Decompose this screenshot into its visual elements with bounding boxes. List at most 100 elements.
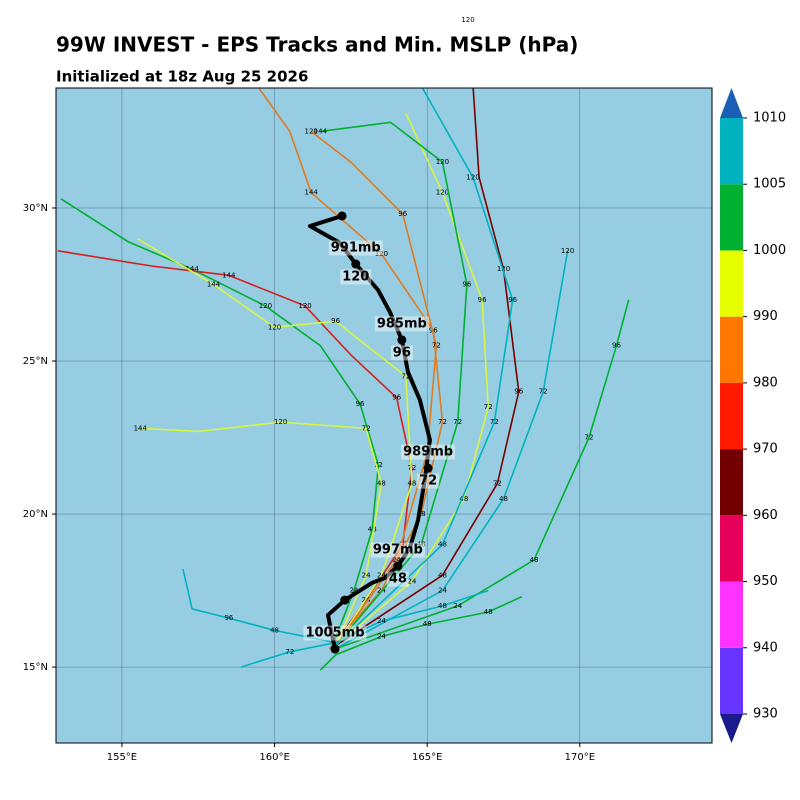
colorbar-extension <box>720 88 743 118</box>
hour-label: 48 <box>398 541 407 549</box>
hour-label: 96 <box>356 400 365 408</box>
hour-label: 72 <box>484 403 493 411</box>
colorbar-label: 980 <box>753 375 778 390</box>
hour-label: 144 <box>185 265 199 273</box>
ensemble-track <box>240 589 489 668</box>
label-background <box>417 473 440 489</box>
colorbar-label: 950 <box>753 574 778 589</box>
colorbar-label: 960 <box>753 508 778 523</box>
ensemble-track <box>335 112 490 647</box>
mean-point <box>351 259 361 269</box>
hour-label: 72 <box>490 418 499 426</box>
hour-label: 72 <box>374 461 383 469</box>
mean-label: 120 <box>342 269 369 284</box>
hour-label: 120 <box>268 323 281 331</box>
hour-label: 96 <box>478 296 487 304</box>
hour-label: 24 <box>392 556 401 564</box>
hour-label: 72 <box>493 479 502 487</box>
colorbar-segment <box>720 515 743 582</box>
hour-label: 120 <box>436 158 449 166</box>
mean-label: 48 <box>389 572 407 587</box>
chart-title: 99W INVEST - EPS Tracks and Min. MSLP (h… <box>56 33 578 57</box>
hour-label: 48 <box>270 626 279 634</box>
hour-label: 120 <box>466 173 479 181</box>
map-area: 2448729612014424487296120144244872961201… <box>56 88 712 743</box>
colorbar-segment <box>720 449 743 516</box>
hour-label: 48 <box>423 620 432 628</box>
mean-point <box>340 595 350 605</box>
label-background <box>401 444 456 460</box>
label-background <box>340 269 372 285</box>
ensemble-track <box>136 237 413 647</box>
ensemble-track <box>335 88 514 647</box>
colorbar-label: 940 <box>753 640 778 655</box>
hour-label: 24 <box>377 632 386 640</box>
hour-label: 72 <box>362 424 371 432</box>
colorbar-segment <box>720 184 743 251</box>
label-background <box>370 542 425 558</box>
hour-label: 48 <box>499 495 508 503</box>
hour-label: 96 <box>392 394 401 402</box>
colorbar-label: 970 <box>753 442 778 457</box>
y-tick-label: 25°N <box>23 356 48 367</box>
hour-label: 24 <box>407 577 416 585</box>
hour-label: 72 <box>285 648 294 656</box>
colorbar-label: 930 <box>753 707 778 722</box>
mean-point <box>423 463 433 473</box>
y-tick-label: 30°N <box>23 203 48 214</box>
hour-label: 48 <box>438 571 447 579</box>
hour-label: 144 <box>222 271 236 279</box>
colorbar-segment <box>720 647 743 714</box>
colorbar-extension <box>720 714 743 743</box>
hour-label: 48 <box>407 479 416 487</box>
hour-label: 48 <box>530 556 539 564</box>
hour-label: 144 <box>305 189 319 197</box>
ensemble-track <box>310 130 438 647</box>
hour-label: 48 <box>377 479 386 487</box>
hour-label: 72 <box>453 418 462 426</box>
hour-label: 120 <box>436 189 449 197</box>
ensemble-track <box>182 568 336 644</box>
colorbar-label: 1010 <box>753 111 786 126</box>
mean-point <box>337 211 347 221</box>
hour-label: 144 <box>314 127 328 135</box>
hour-label: 24 <box>377 571 386 579</box>
ensemble-track <box>335 299 630 650</box>
hour-label: 72 <box>407 464 416 472</box>
x-tick-label: 160°E <box>259 752 289 763</box>
mean-label: 1005mb <box>305 626 364 641</box>
colorbar-label: 990 <box>753 309 778 324</box>
label-background <box>386 571 409 587</box>
hour-label: 96 <box>224 614 233 622</box>
y-tick-label: 20°N <box>23 509 48 520</box>
x-tick-label: 170°E <box>565 752 595 763</box>
x-tick-label: 155°E <box>107 752 137 763</box>
colorbar-label: 1000 <box>753 243 786 258</box>
hour-label: 24 <box>453 602 462 610</box>
hour-label: 96 <box>429 326 438 334</box>
ensemble-track <box>140 421 383 646</box>
hour-label: 72 <box>585 434 594 442</box>
hour-label: 72 <box>438 418 447 426</box>
hour-label: 72 <box>432 342 441 350</box>
hour-label: 24 <box>349 587 358 595</box>
hour-label: 96 <box>462 281 471 289</box>
hour-label: 120 <box>561 247 574 255</box>
hour-label: 144 <box>134 424 148 432</box>
label-background <box>390 345 413 361</box>
hour-label: 120 <box>274 418 287 426</box>
mean-point <box>393 561 403 571</box>
mean-label: 991mb <box>331 240 381 255</box>
hour-label: 96 <box>514 388 523 396</box>
mean-label: 997mb <box>373 543 423 558</box>
ensemble-track <box>320 121 468 647</box>
chart-subtitle: Initialized at 18z Aug 25 2026 <box>56 68 308 86</box>
annotation: 120 <box>461 16 474 24</box>
colorbar-segment <box>720 250 743 317</box>
hour-label: 48 <box>368 525 377 533</box>
map-frame <box>55 87 713 744</box>
label-background <box>374 316 429 332</box>
hour-label: 120 <box>259 302 272 310</box>
